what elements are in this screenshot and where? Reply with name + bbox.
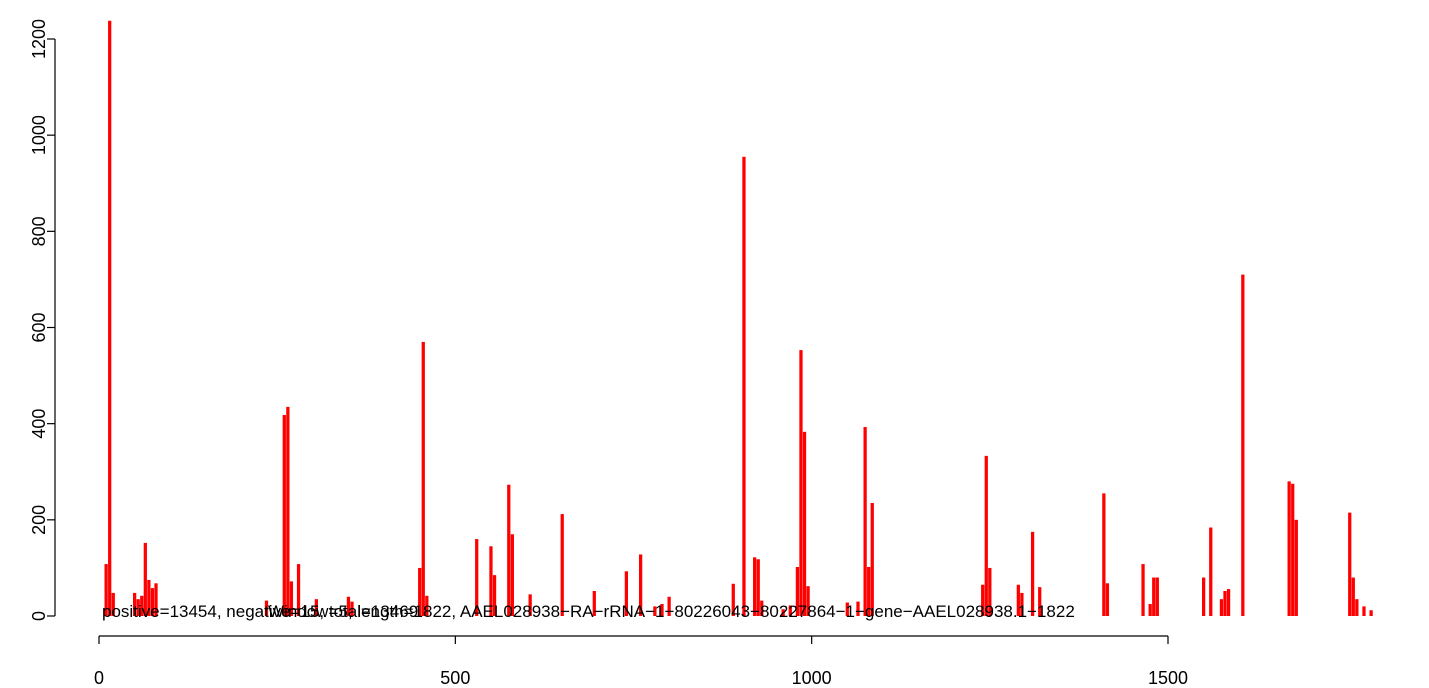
bar-37 [756,559,760,616]
bar-21 [475,539,479,616]
x-tick-label: 500 [440,668,470,688]
bars-group [104,20,1373,617]
bar-72 [1348,512,1352,616]
bar-15 [314,599,318,616]
bar-26 [528,594,532,616]
bar-19 [421,341,425,616]
bar-60 [1148,603,1152,616]
bar-66 [1223,591,1227,616]
bar-1 [108,20,112,617]
bar-41 [795,566,800,616]
bar-31 [653,606,657,616]
bar-7 [147,579,151,616]
bar-5 [140,595,144,616]
bar-68 [1241,274,1245,616]
bar-39 [781,609,785,616]
bar-45 [845,602,849,616]
bar-46 [856,601,860,616]
bar-0 [104,564,108,616]
bar-38 [760,600,764,616]
bar-30 [639,554,643,616]
bar-32 [660,603,664,616]
bar-18 [418,567,422,616]
bar-24 [507,484,511,616]
bar-10 [264,600,269,616]
bar-67 [1226,589,1231,616]
bar-54 [1020,592,1024,616]
bar-34 [731,583,735,616]
bar-2 [111,592,115,616]
bar-9 [154,583,158,616]
y-tick-label: 0 [29,611,49,621]
bar-22 [489,546,493,616]
bar-63 [1202,577,1206,616]
bar-4 [136,599,140,616]
chart-annotation: positive=13454, negative=15, total=13469 [102,602,418,621]
bar-33 [667,596,671,616]
bar-25 [510,534,514,616]
bar-59 [1141,564,1145,616]
bar-62 [1155,577,1159,616]
bar-43 [802,431,807,616]
bar-20 [425,595,429,616]
bar-53 [1016,584,1020,616]
y-tick-label: 600 [29,312,49,342]
x-axis: 0 500 1000 1500 [94,635,1188,688]
bar-51 [984,455,988,616]
bar-75 [1362,606,1366,616]
bar-6 [143,542,147,616]
y-tick-label: 1000 [29,115,49,155]
bar-27 [560,514,564,616]
bar-56 [1038,587,1042,616]
bar-8 [150,588,155,616]
bar-48 [867,566,871,616]
bar-17 [350,601,354,616]
bar-36 [753,557,757,616]
bar-52 [988,567,992,616]
bar-35 [742,156,746,617]
bar-3 [133,592,137,616]
bar-47 [863,427,867,616]
bar-29 [624,571,628,616]
bar-12 [286,406,290,616]
y-axis: 0 200 400 600 800 1000 1200 [29,19,56,621]
bar-55 [1030,531,1035,616]
bar-13 [289,581,294,616]
bar-71 [1294,519,1298,616]
bar-65 [1219,599,1224,616]
bar-28 [592,591,596,616]
x-tick-label: 0 [94,668,104,688]
bar-11 [282,415,286,616]
bar-61 [1152,577,1156,616]
bar-64 [1209,527,1213,616]
bar-69 [1287,481,1291,616]
bar-23 [492,575,497,616]
bar-73 [1351,577,1355,616]
bar-76 [1369,610,1373,616]
bar-50 [981,584,985,616]
y-tick-label: 200 [29,505,49,535]
bar-42 [799,350,803,616]
x-tick-label: 1500 [1148,668,1188,688]
bar-16 [346,596,351,616]
bar-70 [1291,483,1295,616]
bar-40 [788,605,792,616]
y-tick-label: 1200 [29,19,49,59]
chart-annotation-overlap: Window=5, length=1822, AAEL028938−RA−rRN… [268,602,1075,621]
bar-14 [296,564,301,616]
bar-74 [1355,599,1359,616]
bar-58 [1105,583,1110,616]
y-tick-label: 400 [29,409,49,439]
x-tick-label: 1000 [792,668,832,688]
bar-57 [1102,493,1106,616]
bar-49 [870,503,874,616]
y-tick-label: 800 [29,216,49,246]
bar-44 [806,586,810,616]
